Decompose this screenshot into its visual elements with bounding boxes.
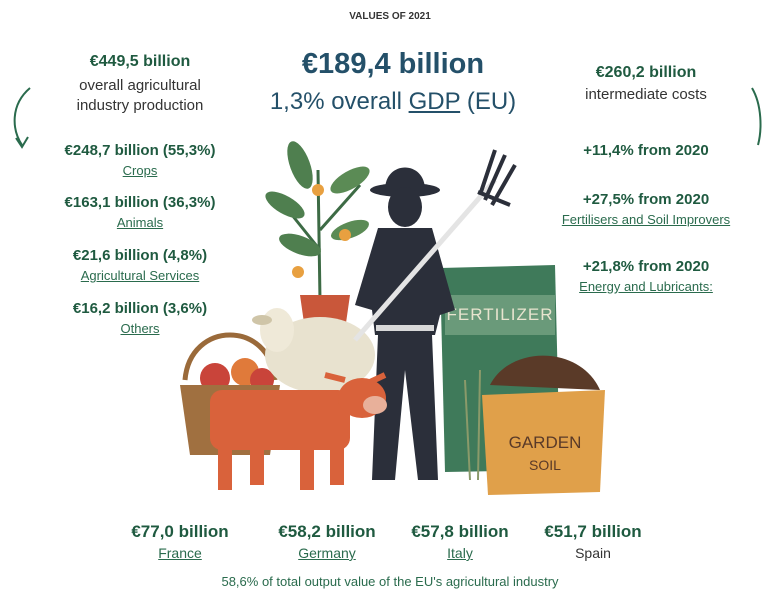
item-value: +11,4% from 2020	[583, 142, 709, 159]
sack-label: GARDEN	[509, 433, 582, 452]
item-label[interactable]: Animals	[117, 215, 163, 230]
item-value: +21,8% from 2020	[583, 258, 709, 275]
gdp-text: (EU)	[467, 88, 516, 115]
infographic: {"header":{"title":"VALUES OF 2021"}, "c…	[0, 0, 763, 589]
arrow	[15, 88, 30, 145]
item-label[interactable]: Others	[120, 321, 159, 336]
total-text: overall agricultural industry production	[60, 76, 220, 116]
country-value: €57,8 billion	[411, 522, 508, 542]
country-value: €51,7 billion	[544, 522, 641, 542]
country-value: €77,0 billion	[131, 522, 228, 542]
gdp-line: 1,3% overall GDP (EU)	[270, 88, 516, 116]
costs-text: intermediate costs	[585, 85, 707, 105]
center-value: €189,4 billion	[302, 48, 484, 81]
country-name[interactable]: France	[158, 545, 202, 561]
country-value: €58,2 billion	[278, 522, 375, 542]
sack-label: SOIL	[529, 457, 561, 473]
cow	[210, 375, 387, 490]
costs-value: €260,2 billion	[596, 64, 696, 82]
country-name: Spain	[575, 545, 611, 561]
item-value: €16,2 billion (3,6%)	[73, 300, 207, 317]
bag-label: FERTILIZER	[447, 305, 554, 324]
footer: 58,6% of total output value of the EU's …	[221, 574, 558, 589]
item-label[interactable]: Crops	[123, 163, 158, 178]
item-value: €163,1 billion (36,3%)	[65, 194, 216, 211]
item-label[interactable]: Agricultural Services	[81, 268, 200, 283]
item-label[interactable]: Fertilisers and Soil Improvers	[562, 212, 730, 227]
total-value: €449,5 billion	[90, 53, 190, 71]
item-value: +27,5% from 2020	[583, 191, 709, 208]
gdp-text: 1,3% overall	[270, 88, 402, 115]
arrow	[752, 88, 760, 145]
item-value: €248,7 billion (55,3%)	[65, 142, 216, 159]
item-value: €21,6 billion (4,8%)	[73, 247, 207, 264]
country-name[interactable]: Germany	[298, 545, 356, 561]
title: VALUES OF 2021	[349, 11, 431, 22]
item-label[interactable]: Energy and Lubricants:	[579, 279, 713, 294]
country-name[interactable]: Italy	[447, 545, 473, 561]
gdp-link[interactable]: GDP	[409, 88, 461, 115]
